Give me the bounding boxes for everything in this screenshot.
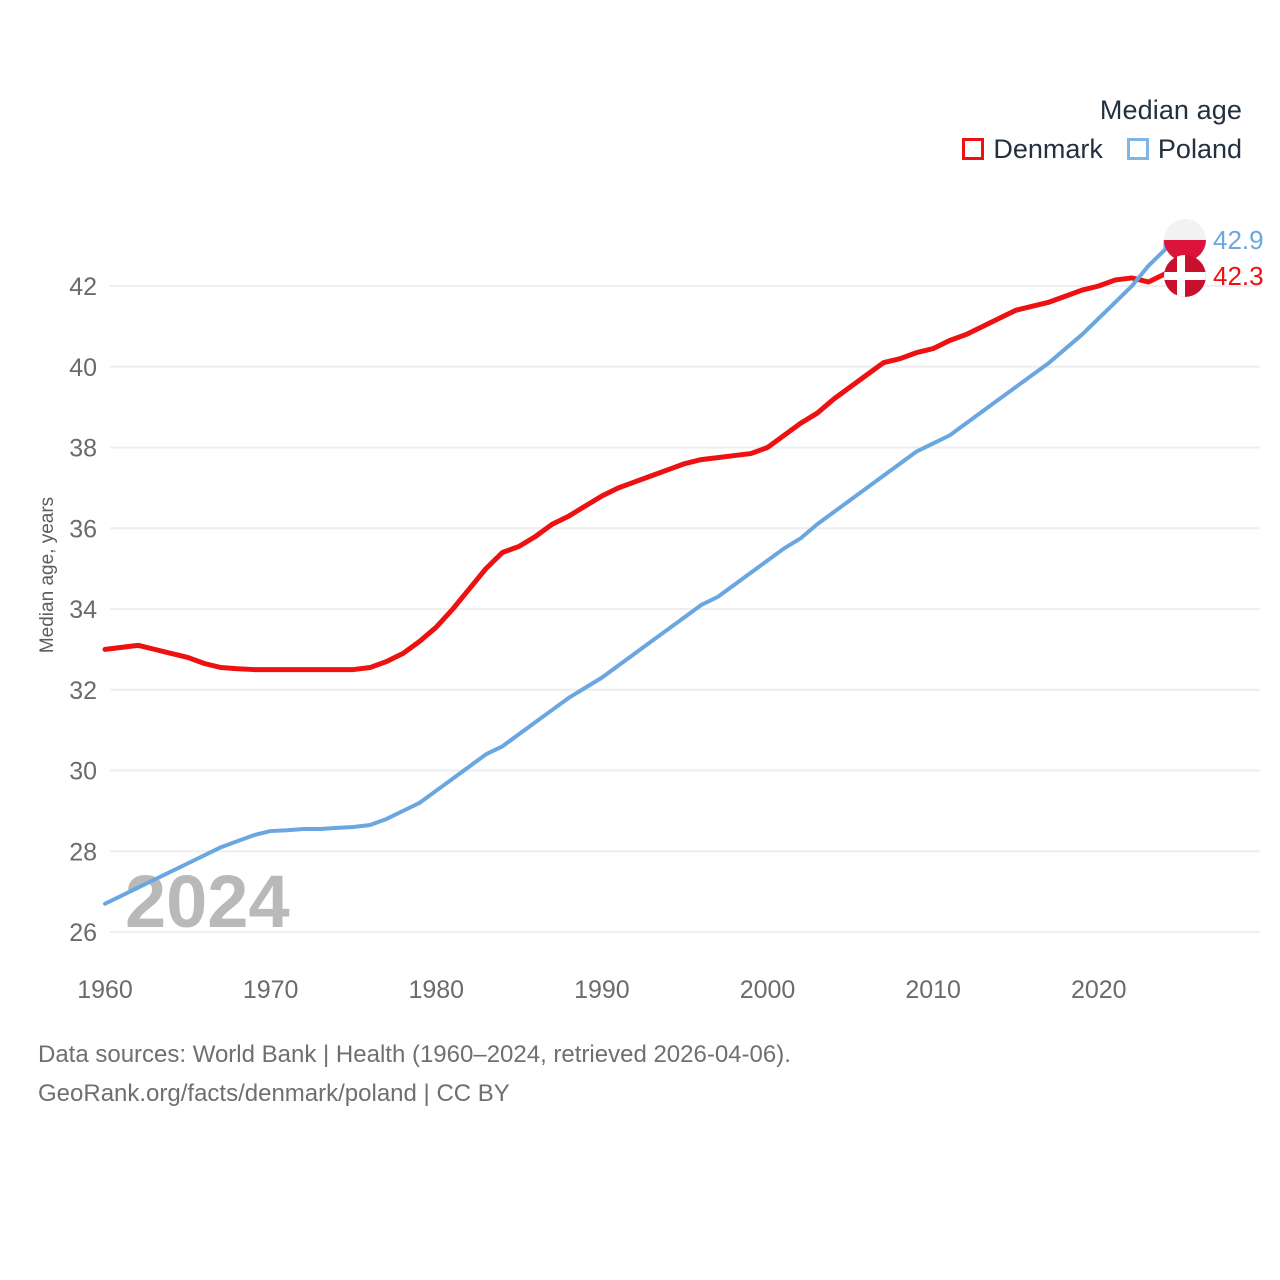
legend-swatch-poland <box>1126 138 1149 161</box>
series-line-denmark <box>102 271 1168 673</box>
legend-label-denmark: Denmark <box>993 133 1103 164</box>
x-tick-label: 1960 <box>77 976 133 1004</box>
y-tick-label: 30 <box>69 758 97 786</box>
y-axis-tick-labels: 26 28 30 32 34 36 38 40 42 <box>69 273 97 947</box>
y-tick-label: 40 <box>69 354 97 382</box>
y-tick-label: 32 <box>69 677 97 705</box>
footer-attribution: GeoRank.org/facts/denmark/poland | CC BY <box>38 1079 510 1107</box>
flag-icon-poland <box>1164 219 1206 261</box>
series-lines <box>102 247 1168 906</box>
gridlines <box>110 285 1260 933</box>
x-axis-tick-labels: 1960 1970 1980 1990 2000 2010 2020 <box>77 976 1126 1004</box>
legend-item-poland[interactable]: Poland <box>1126 133 1242 164</box>
legend-title: Median age <box>1099 95 1242 125</box>
legend-item-denmark[interactable]: Denmark <box>962 133 1103 164</box>
y-tick-label: 42 <box>69 273 97 301</box>
chart-legend: Median age Denmark Poland <box>962 95 1242 164</box>
end-value-label-denmark: 42.3 <box>1213 261 1264 291</box>
legend-label-poland: Poland <box>1157 133 1242 164</box>
y-tick-label: 26 <box>69 919 97 947</box>
x-tick-label: 2020 <box>1071 976 1127 1004</box>
x-tick-label: 1970 <box>243 976 299 1004</box>
x-tick-label: 2010 <box>905 976 961 1004</box>
end-markers: 42.9 42.3 <box>1163 219 1264 297</box>
y-tick-label: 34 <box>69 596 97 624</box>
year-watermark: 2024 <box>125 860 290 943</box>
chart-footer: Data sources: World Bank | Health (1960–… <box>38 1036 1238 1114</box>
y-tick-label: 28 <box>69 838 97 866</box>
footer-data-sources: Data sources: World Bank | Health (1960–… <box>38 1041 791 1068</box>
series-line-poland <box>103 247 1167 906</box>
x-tick-label: 1990 <box>574 976 630 1004</box>
legend-swatch-denmark <box>962 138 985 161</box>
y-axis-label: Median age, years <box>37 497 58 653</box>
chart-area: 26 28 30 32 34 36 38 40 42 1960 1970 1980 1990 2000 2… <box>37 219 1264 1004</box>
legend-items: Denmark Poland <box>962 133 1242 164</box>
y-tick-label: 38 <box>69 435 97 463</box>
flag-icon-denmark <box>1164 255 1206 297</box>
x-tick-label: 1980 <box>408 976 464 1004</box>
x-tick-label: 2000 <box>740 976 796 1004</box>
line-chart: 26 28 30 32 34 36 38 40 42 1960 1970 1980 1990 2000 2… <box>37 219 1264 1004</box>
end-value-label-poland: 42.9 <box>1213 225 1264 255</box>
y-tick-label: 36 <box>69 515 97 543</box>
